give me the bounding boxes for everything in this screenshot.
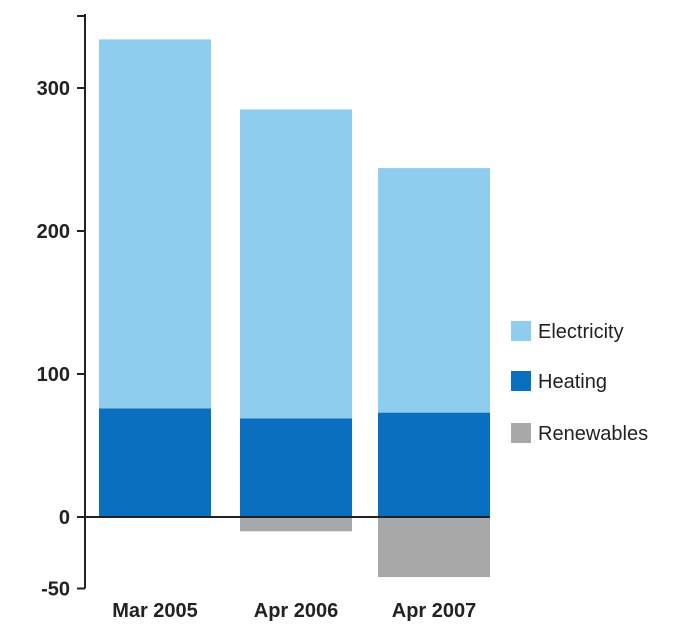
legend-swatch-renewables [511, 423, 531, 443]
legend-label-renewables: Renewables [538, 423, 648, 445]
legend-label-electricity: Electricity [538, 321, 624, 343]
axes-group: -50 0 100 200 300 [37, 14, 490, 601]
x-tick-label: Mar 2005 [112, 600, 198, 622]
y-tick-label: 0 [59, 507, 70, 529]
bar-electricity-2 [240, 109, 352, 419]
y-tick-label: -50 [41, 579, 70, 601]
x-tick-labels: Mar 2005 Apr 2006 Apr 2007 [112, 600, 476, 622]
bar-heating-1 [99, 408, 211, 517]
y-tick-label: 300 [37, 78, 70, 100]
legend: Electricity Heating Renewables [511, 321, 648, 445]
x-tick-label: Apr 2007 [392, 600, 477, 622]
bar-heating-3 [378, 412, 490, 517]
y-tick-label: 200 [37, 221, 70, 243]
bar-electricity-1 [99, 39, 211, 409]
bar-renewables-3 [378, 517, 490, 578]
bar-heating-2 [240, 418, 352, 517]
legend-swatch-heating [511, 371, 531, 391]
y-tick-label: 100 [37, 364, 70, 386]
legend-swatch-electricity [511, 321, 531, 341]
x-tick-label: Apr 2006 [254, 600, 339, 622]
bars-group [99, 39, 490, 578]
bar-electricity-3 [378, 168, 490, 413]
bar-renewables-2 [240, 517, 352, 532]
legend-label-heating: Heating [538, 371, 607, 393]
y-ticks: -50 0 100 200 300 [37, 15, 85, 601]
